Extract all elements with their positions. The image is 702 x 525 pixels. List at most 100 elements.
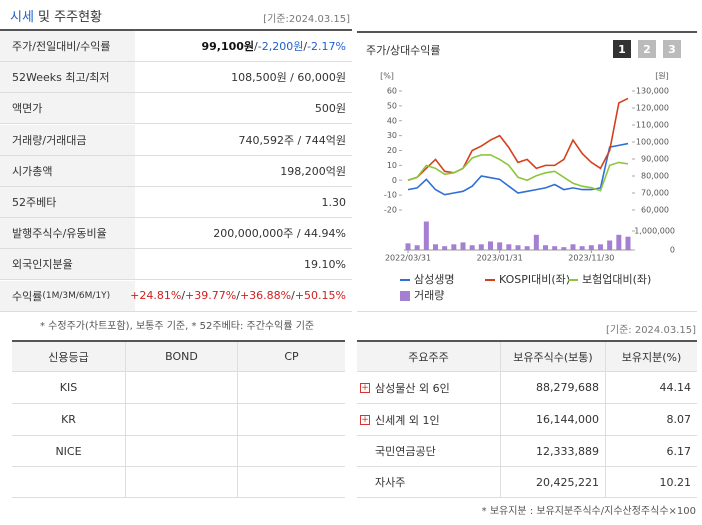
row-label: 거래량/거래대금: [0, 124, 135, 156]
holders-header: 주요주주: [357, 342, 500, 372]
holder-shares: 88,279,688: [500, 372, 605, 404]
credit-header: 신용등급: [12, 342, 125, 372]
expand-icon[interactable]: +: [360, 383, 370, 393]
credit-cell: [125, 436, 237, 467]
credit-cell: [125, 467, 237, 498]
volume-tick-label: 1,000,000: [634, 227, 675, 236]
holder-ratio: 10.21: [605, 467, 697, 498]
y2-tick-label: 80,000: [641, 172, 669, 181]
credit-cell: [237, 436, 345, 467]
row-value: 108,500원 / 60,000원: [135, 62, 352, 94]
y-tick-label: -20: [384, 206, 397, 215]
holder-name-text: 신세계 외 1인: [375, 413, 440, 427]
row-value: 99,100원 / -2,200원 / -2.17%: [135, 31, 352, 62]
credit-cell: NICE: [12, 436, 125, 467]
y2-tick-label: 60,000: [641, 206, 669, 215]
table-rule: [357, 340, 697, 342]
base-date-2: [기준: 2024.03.15]: [605, 325, 696, 336]
volume-bar: [588, 245, 594, 250]
credit-cell: KR: [12, 404, 125, 436]
value-part: -2.17%: [307, 39, 346, 53]
value-part: 200,000,000주 / 44.94%: [213, 227, 346, 241]
row-label: 52Weeks 최고/최저: [0, 62, 135, 94]
label-part: 시가총액: [12, 164, 53, 178]
volume-bar: [552, 246, 558, 250]
legend-label: 거래량: [414, 289, 444, 302]
volume-tick-label: 0: [670, 246, 675, 255]
volume-bar: [423, 221, 429, 250]
volume-bar: [524, 246, 530, 250]
label-part: 발행주식수/유동비율: [12, 227, 107, 241]
row-value: 1.30: [135, 187, 352, 218]
credit-cell: [125, 372, 237, 404]
volume-bar: [543, 245, 548, 250]
expand-icon[interactable]: +: [360, 415, 370, 425]
row-label: 시가총액: [0, 155, 135, 187]
y2-tick-label: 110,000: [636, 121, 669, 130]
value-part: 108,500원 / 60,000원: [231, 71, 346, 85]
chart-button[interactable]: 1: [613, 40, 631, 58]
y2-tick-label: 130,000: [636, 87, 669, 96]
y-tick-label: 60: [387, 87, 397, 96]
holder-name-text: 국민연금공단: [375, 445, 436, 458]
y-axis-label: [%]: [380, 72, 394, 81]
quote-note: * 수정주가(차트포함), 보통주 기준, * 52주베타: 주간수익률 기준: [40, 321, 315, 332]
holder-name-text: 삼성물산 외 6인: [375, 381, 450, 395]
chart-button[interactable]: 3: [663, 40, 681, 58]
credit-cell: [237, 467, 345, 498]
volume-bar: [533, 234, 539, 250]
holders-note: * 보유지분 : 보유지분주식수/지수산정주식수×100: [481, 506, 696, 517]
row-label: 수익률 (1M/3M/6M/1Y): [0, 280, 135, 312]
holder-shares: 12,333,889: [500, 436, 605, 467]
value-part: /: [254, 39, 258, 53]
volume-bar: [515, 245, 521, 250]
value-part: +24.81%: [130, 289, 182, 303]
label-part: 외국인지분율: [12, 258, 73, 272]
y-tick-label: 50: [387, 101, 397, 110]
holder-name: 자사주: [357, 467, 500, 498]
row-value: 500원: [135, 93, 352, 125]
row-value: 200,000,000주 / 44.94%: [135, 218, 352, 250]
chart: [%] [원] -20 -10 0 10 20 30 40 50 60 60,000 70,000 80,…: [380, 72, 675, 303]
credit-cell: [12, 467, 125, 498]
volume-bar: [561, 247, 567, 250]
volume-bar: [469, 245, 475, 250]
volume-bar: [451, 244, 457, 250]
value-part: 99,100원: [201, 40, 255, 53]
value-part: -2,200원: [257, 40, 304, 53]
volume-bar: [607, 240, 613, 250]
chart-button[interactable]: 2: [638, 40, 656, 58]
volume-bar: [570, 244, 576, 250]
volume-bar: [616, 234, 622, 250]
volume-bar: [433, 244, 438, 250]
legend-swatch: [400, 291, 410, 301]
y-tick-label: 30: [387, 131, 397, 140]
y-tick-label: 20: [387, 146, 397, 155]
volume-bar: [414, 245, 420, 250]
credit-cell: [237, 372, 345, 404]
value-part: /: [236, 289, 240, 303]
volume-bar: [460, 242, 466, 250]
holders-header: 보유주식수(보통): [500, 342, 605, 372]
table-rule: [12, 340, 345, 342]
label-part: (1M/3M/6M/1Y): [42, 290, 111, 301]
label-part: 거래량/거래대금: [12, 133, 87, 147]
row-label: 액면가: [0, 93, 135, 125]
value-part: +36.88%: [239, 289, 292, 303]
value-part: 19.10%: [304, 257, 346, 271]
chart-title: 주가/상대수익률: [366, 44, 441, 57]
y2-tick-label: 100,000: [636, 138, 669, 147]
section-title: 시세 및 주주현황: [10, 6, 102, 25]
legend-label: 보험업대비(좌): [582, 273, 651, 286]
value-part: +39.77%: [185, 289, 237, 303]
volume-bar: [625, 236, 631, 250]
volume-bar: [405, 243, 411, 250]
legend-label: KOSPI대비(좌): [499, 273, 570, 286]
row-value: 740,592주 / 744억원: [135, 125, 352, 156]
holder-ratio: 6.17: [605, 436, 697, 467]
holder-shares: 20,425,221: [500, 467, 605, 498]
title-part: 및 주주현황: [33, 10, 102, 25]
volume-bar: [442, 246, 448, 250]
value-part: 198,200억원: [280, 164, 346, 178]
